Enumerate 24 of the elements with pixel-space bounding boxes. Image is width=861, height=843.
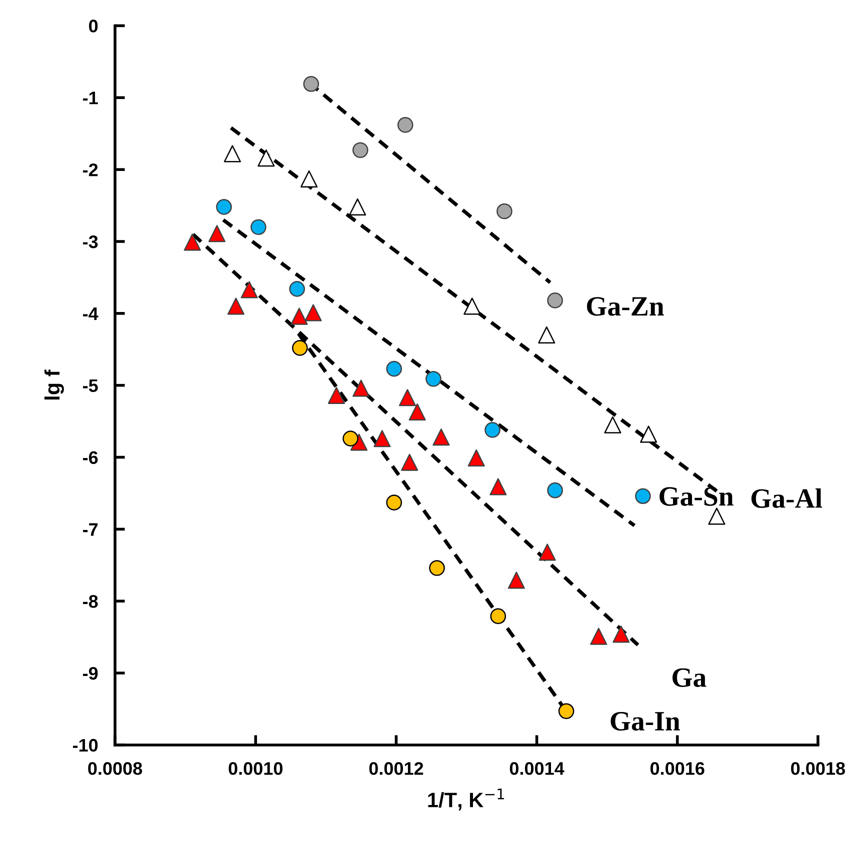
series-label: Ga-Zn: [586, 297, 664, 316]
x-tick-label: 0.0010: [228, 762, 282, 775]
y-tick-label: 0: [89, 20, 98, 32]
y-tick-label: -4: [83, 308, 98, 320]
x-tick-label: 0.0016: [650, 762, 704, 775]
y-tick-label: -9: [83, 666, 98, 680]
series-label: Ga-Sn: [660, 487, 734, 506]
series-label: Ga-In: [610, 712, 680, 731]
x-axis-title: 1/T, K$^{−1}$: [428, 788, 504, 810]
series-label: Ga-Al: [751, 488, 822, 508]
x-tick-label: 0.0012: [369, 762, 424, 775]
x-tick-label: 0.0018: [791, 762, 846, 775]
x-tick-label: 0.0014: [510, 762, 564, 775]
series-label: Ga: [672, 668, 706, 687]
x-tick-label: 0.0008: [88, 762, 142, 775]
y-tick-label: -1: [83, 92, 98, 104]
y-tick-label: -3: [83, 235, 98, 248]
y-tick-label: -8: [83, 595, 98, 608]
y-tick-label: -5: [83, 379, 98, 392]
y-tick-label: -10: [72, 738, 98, 752]
y-tick-label: -6: [83, 451, 98, 464]
y-tick-label: -7: [83, 523, 98, 536]
y-axis-title: lg f: [44, 370, 64, 400]
y-tick-label: -2: [83, 163, 98, 176]
